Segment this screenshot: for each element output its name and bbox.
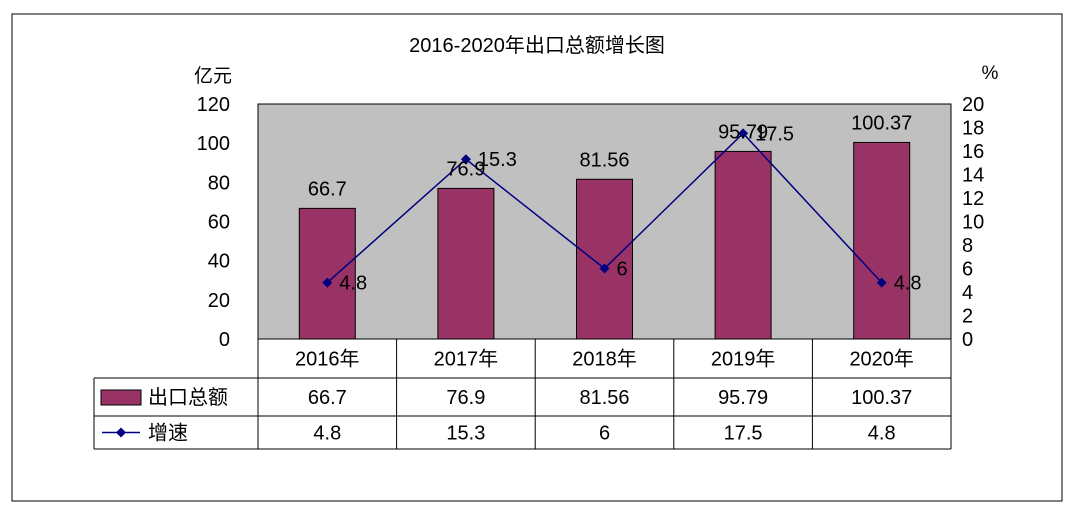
- table-cell-growth: 4.8: [868, 423, 896, 445]
- right-axis-tick-label: 18: [962, 118, 984, 140]
- bar-2018年: [576, 178, 633, 340]
- left-axis-tick-label: 100: [197, 133, 230, 155]
- growth-value-label: 6: [617, 259, 628, 281]
- growth-marker: [876, 277, 887, 288]
- bar-value-label: 66.7: [308, 178, 347, 200]
- right-axis-tick-label: 6: [962, 259, 973, 281]
- category-label: 2018年: [572, 348, 637, 371]
- growth-value-label: 4.8: [894, 273, 922, 295]
- legend-bar-name: 出口总额: [148, 386, 228, 409]
- right-axis-tick-label: 14: [962, 165, 984, 187]
- chart-title: 2016-2020年出口总额增长图: [409, 34, 665, 57]
- category-label: 2016年: [295, 348, 360, 371]
- table-cell-export: 100.37: [851, 387, 912, 409]
- table-cell-growth: 17.5: [724, 423, 763, 445]
- table-cell-growth: 4.8: [313, 423, 341, 445]
- bar-value-label: 100.37: [851, 112, 912, 134]
- bar-2016年: [298, 207, 356, 340]
- left-axis-tick-label: 80: [208, 172, 230, 194]
- legend-line-marker: [116, 427, 126, 438]
- legend-line-name: 增速: [148, 422, 188, 445]
- right-axis-tick-label: 4: [962, 282, 973, 304]
- left-axis-tick-label: 40: [208, 251, 230, 273]
- left-axis-tick-label: 20: [208, 290, 230, 312]
- right-axis-tick-label: 2: [962, 306, 973, 328]
- growth-marker: [738, 128, 749, 139]
- table-cell-export: 95.79: [718, 387, 768, 409]
- category-label: 2019年: [711, 348, 776, 371]
- growth-value-label: 4.8: [339, 273, 367, 295]
- growth-value-label: 17.5: [755, 123, 794, 145]
- bar-2020年: [853, 141, 911, 340]
- bar-value-label: 76.9: [446, 158, 485, 180]
- legend-bar-swatch: [100, 389, 142, 406]
- right-axis-tick-label: 20: [962, 94, 984, 116]
- growth-value-label: 15.3: [478, 149, 517, 171]
- category-label: 2020年: [849, 348, 914, 371]
- table-cell-export: 76.9: [446, 387, 485, 409]
- bar-value-label: 81.56: [579, 149, 629, 171]
- left-axis-unit: 亿元: [194, 65, 232, 87]
- table-cell-growth: 15.3: [446, 423, 485, 445]
- growth-marker: [322, 277, 333, 288]
- right-axis-tick-label: 12: [962, 188, 984, 210]
- bar-value-label: 95.79: [718, 121, 768, 143]
- table-cell-growth: 6: [599, 423, 610, 445]
- left-axis-tick-label: 120: [197, 94, 230, 116]
- right-axis-tick-label: 8: [962, 235, 973, 257]
- right-axis-tick-label: 16: [962, 141, 984, 163]
- left-axis-tick-label: 0: [219, 329, 230, 351]
- right-axis-tick-label: 10: [962, 212, 984, 234]
- growth-marker: [599, 263, 610, 274]
- table-cell-export: 66.7: [308, 387, 347, 409]
- bar-2017年: [437, 187, 495, 340]
- bar-2019年: [714, 150, 772, 340]
- left-axis-tick-label: 60: [208, 212, 230, 234]
- category-label: 2017年: [434, 348, 499, 371]
- right-axis-tick-label: 0: [962, 329, 973, 351]
- table-cell-export: 81.56: [579, 387, 629, 409]
- growth-marker: [460, 154, 471, 165]
- right-axis-unit: %: [982, 63, 999, 84]
